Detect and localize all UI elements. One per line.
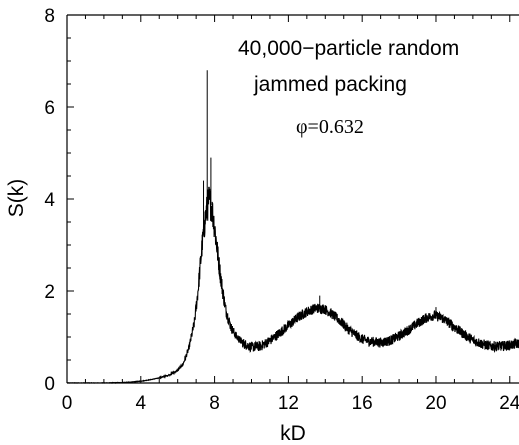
y-tick-label: 2 <box>44 282 55 303</box>
annotation-line-2: jammed packing <box>253 73 407 96</box>
y-tick-label: 0 <box>44 374 55 395</box>
y-tick-label: 4 <box>44 190 55 211</box>
series-line <box>66 186 519 384</box>
annotation-line-1: 40,000−particle random <box>238 37 459 60</box>
x-tick-label: 20 <box>425 393 446 414</box>
x-tick-label: 16 <box>352 393 373 414</box>
y-tick-label: 8 <box>44 6 55 27</box>
data-series <box>66 70 519 384</box>
y-axis-label: S(k) <box>5 179 28 218</box>
x-tick-label: 8 <box>209 393 220 414</box>
x-tick-label: 4 <box>136 393 147 414</box>
x-axis-label: kD <box>280 422 306 445</box>
y-tick-label: 6 <box>44 98 55 119</box>
x-tick-label: 0 <box>62 393 73 414</box>
annotation-phi: φ=0.632 <box>296 116 364 138</box>
x-tick-label: 12 <box>278 393 299 414</box>
x-tick-label: 24 <box>499 393 519 414</box>
